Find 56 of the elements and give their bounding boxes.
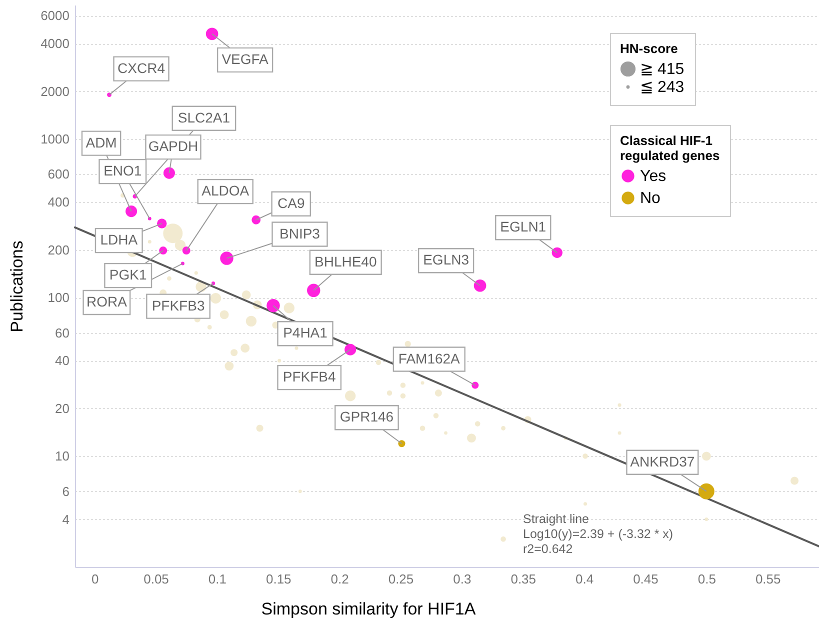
annotation: VEGFA (222, 50, 270, 67)
annotation: ENO1 (104, 162, 142, 179)
annotation: Straight line Log10(y)=2.39 + (-3.32 * x) r2=0.642 (523, 512, 674, 556)
x-tick-label: 0.4 (576, 572, 594, 586)
annotation: RORA (86, 294, 128, 310)
annotation: BNIP3 (280, 225, 320, 242)
annotation: CA9 (277, 194, 305, 211)
y-tick-label: 6000 (40, 8, 70, 24)
x-tick-label: 0.1 (208, 572, 226, 586)
annotation: PFKFB4 (282, 368, 336, 385)
y-tick-label: 600 (48, 166, 70, 182)
annotation: EGLN3 (423, 252, 470, 268)
legend-label: Yes (640, 168, 666, 185)
annotation: PFKFB3 (152, 297, 205, 314)
annotation: ADM (86, 134, 117, 150)
y-tick-label: 20 (55, 400, 70, 416)
annotation: ANKRD37 (630, 453, 695, 470)
x-tick-label: 0.3 (453, 572, 472, 586)
y-tick-label: 10 (55, 448, 70, 464)
x-tick-label: 0.5 (698, 572, 716, 586)
annotation: PGK1 (109, 266, 147, 283)
y-axis-title: Publications (8, 240, 27, 332)
legend-title: Classical HIF-1 regulated genes (620, 133, 720, 163)
y-tick-label: 40 (55, 353, 70, 368)
annotation: GPR146 (340, 408, 394, 425)
y-tick-label: 200 (48, 242, 70, 258)
x-tick-label: 0.2 (330, 572, 349, 586)
legend-label: ≦ 243 (640, 79, 684, 96)
annotation: HN-score (620, 41, 678, 56)
y-tick-label: 60 (55, 325, 70, 340)
legend-label: ≧ 415 (640, 61, 684, 78)
x-tick-label: 0.45 (633, 572, 658, 586)
y-tick-label: 4000 (40, 36, 70, 52)
y-tick-label: 2000 (40, 84, 70, 99)
y-tick-label: 6 (62, 484, 70, 499)
y-tick-label: 100 (48, 290, 70, 306)
x-tick-label: 0.25 (388, 572, 414, 586)
x-tick-label: 0.55 (755, 572, 781, 586)
x-tick-label: 0 (91, 572, 99, 586)
annotation: FAM162A (398, 350, 461, 366)
annotation: CXCR4 (118, 60, 166, 76)
annotation: ALDOA (202, 182, 250, 199)
y-tick-label: 1000 (40, 132, 70, 147)
x-tick-label: 0.05 (144, 572, 169, 586)
annotation: EGLN1 (500, 218, 546, 235)
x-tick-label: 0.15 (266, 572, 292, 586)
annotation: SLC2A1 (178, 109, 230, 126)
annotation: GAPDH (148, 138, 198, 154)
annotation: P4HA1 (283, 324, 328, 341)
y-tick-label: 400 (48, 194, 70, 210)
annotation: LDHA (100, 232, 138, 248)
x-tick-label: 0.35 (510, 572, 536, 586)
annotation: BHLHE40 (314, 253, 377, 270)
legend-label: No (640, 190, 661, 207)
y-tick-label: 4 (62, 512, 70, 527)
x-axis-title: Simpson similarity for HIF1A (261, 600, 476, 618)
